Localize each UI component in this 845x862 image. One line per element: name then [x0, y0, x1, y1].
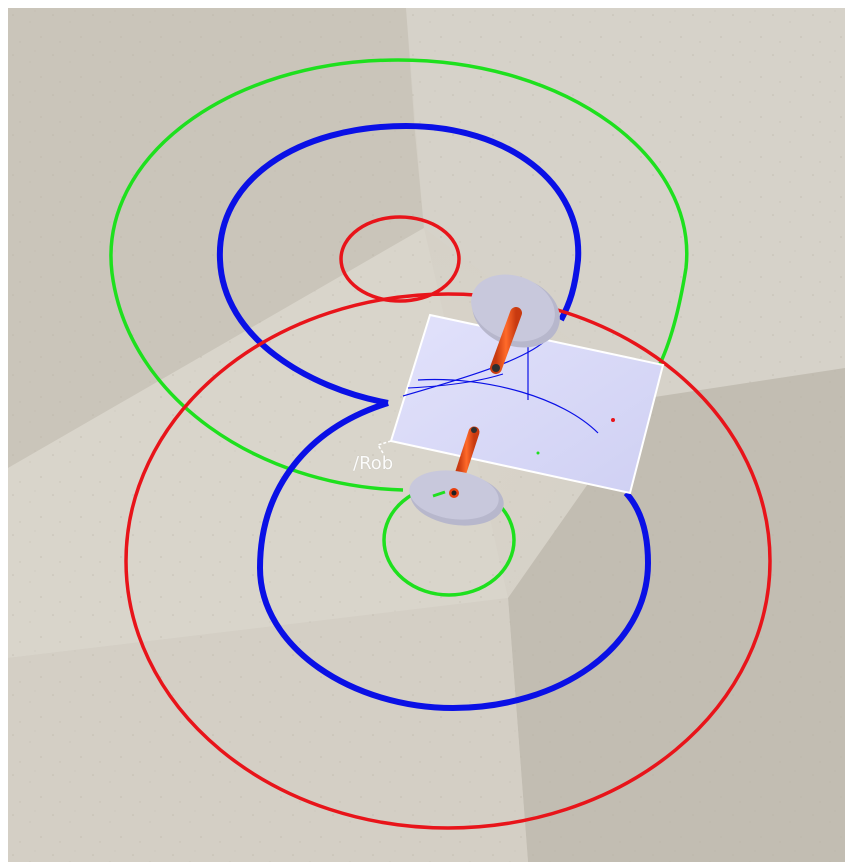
upper-axle	[490, 307, 522, 374]
path-red	[124, 215, 772, 830]
3d-viewport[interactable]: /Rob	[8, 8, 845, 862]
lower-axle	[453, 426, 480, 484]
robot-body[interactable]	[376, 313, 665, 495]
robot-name-label: /Rob	[353, 453, 394, 474]
path-blue	[216, 122, 652, 712]
scene-canvas[interactable]	[8, 8, 845, 862]
lower-wheel	[409, 470, 504, 526]
